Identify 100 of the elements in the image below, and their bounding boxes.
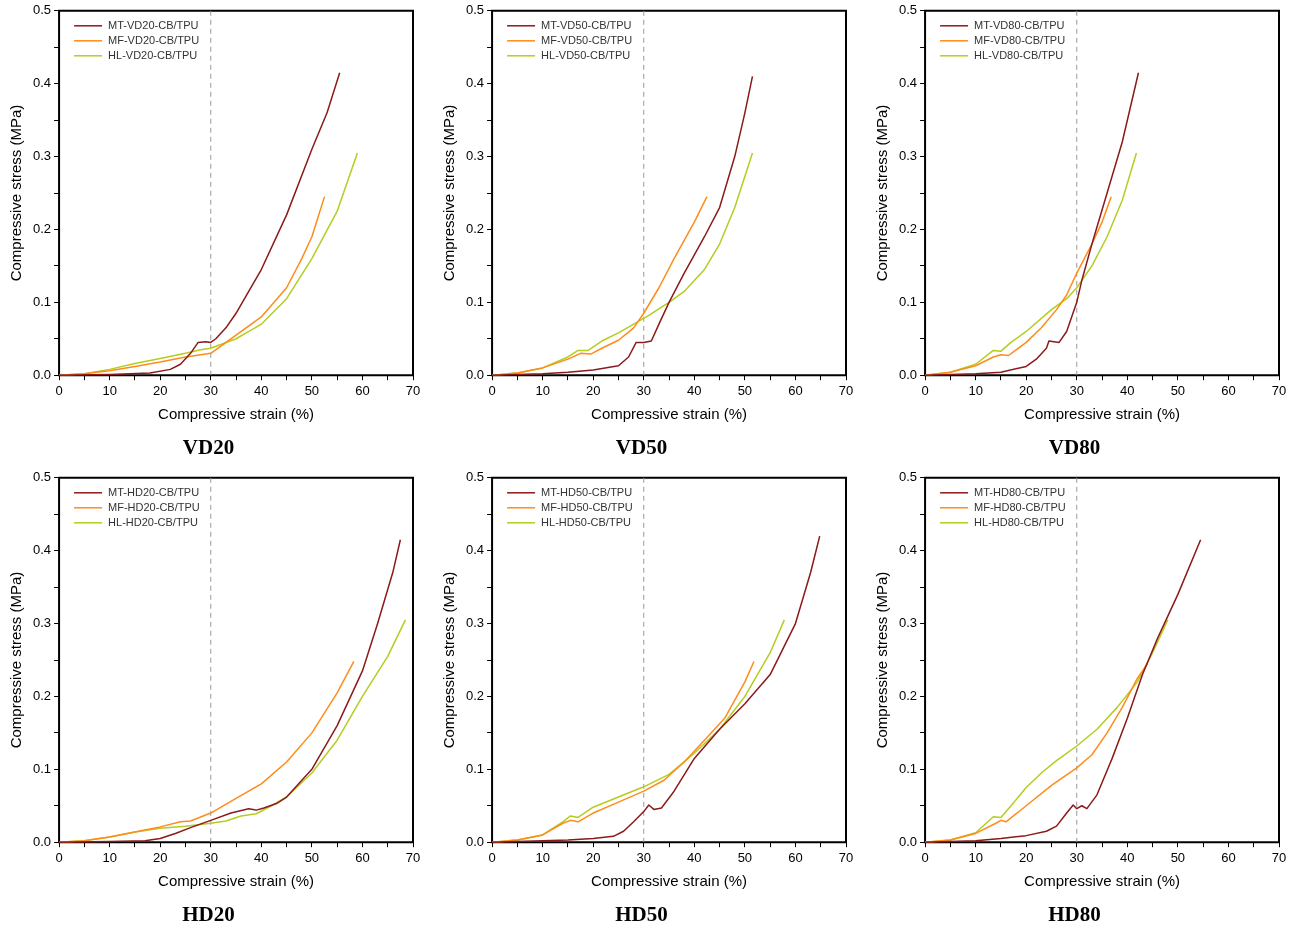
x-axis-title: Compressive strain (%) [591, 871, 747, 889]
y-tick-label: 0.3 [32, 148, 52, 164]
x-tick-label: 60 [355, 382, 370, 398]
x-tick-label: 40 [1120, 849, 1135, 865]
x-tick-label: 20 [1018, 849, 1034, 865]
y-tick-label: 0.2 [898, 688, 918, 704]
y-axis-title: Compressive stress (MPa) [440, 104, 458, 282]
x-tick-label: 60 [1221, 382, 1236, 398]
legend-label: MF-HD20-CB/TPU [108, 500, 200, 513]
x-tick-label: 60 [1221, 849, 1236, 865]
text: HD50 [615, 901, 668, 926]
x-tick-label: 60 [788, 382, 803, 398]
x-tick-label: 30 [1069, 382, 1084, 398]
y-tick-label: 0.3 [465, 615, 485, 631]
y-axis-title: Compressive stress (MPa) [873, 104, 891, 282]
y-tick-label: 0.3 [898, 615, 918, 631]
y-tick-label: 0.5 [32, 469, 52, 485]
x-tick-label: 20 [1018, 382, 1034, 398]
y-tick-label: 0.2 [465, 688, 485, 704]
y-tick-label: 0.5 [898, 469, 918, 485]
y-tick-label: 0.5 [465, 2, 485, 18]
text: VD50 [615, 434, 668, 459]
x-tick-label: 60 [788, 849, 803, 865]
x-tick-label: 10 [102, 849, 117, 865]
x-tick-label: 60 [355, 849, 370, 865]
legend-label: MT-VD20-CB/TPU [108, 18, 199, 31]
y-tick-label: 0.0 [465, 366, 485, 382]
x-tick-label: 30 [203, 849, 218, 865]
x-tick-label: 20 [152, 849, 168, 865]
text: VD80 [1048, 434, 1101, 459]
legend-label: MT-HD50-CB/TPU [541, 485, 633, 498]
legend-label: HL-VD80-CB/TPU [974, 48, 1064, 61]
x-tick-label: 30 [1069, 849, 1084, 865]
x-tick-label: 10 [968, 382, 983, 398]
y-tick-label: 0.4 [898, 542, 918, 558]
y-tick-label: 0.1 [898, 760, 918, 776]
legend-label: MT-HD20-CB/TPU [108, 485, 200, 498]
x-tick-label: 70 [1271, 849, 1287, 865]
x-tick-label: 70 [405, 849, 421, 865]
legend-label: HL-HD80-CB/TPU [974, 515, 1064, 528]
y-tick-label: 0.5 [898, 2, 918, 18]
x-tick-label: 50 [1170, 849, 1186, 865]
y-axis-title: Compressive stress (MPa) [440, 571, 458, 749]
x-tick-label: 50 [1170, 382, 1186, 398]
legend-label: MF-HD80-CB/TPU [974, 500, 1066, 513]
legend-label: MF-HD50-CB/TPU [541, 500, 633, 513]
y-tick-label: 0.0 [898, 833, 918, 849]
y-tick-label: 0.1 [32, 760, 52, 776]
legend-label: MT-VD80-CB/TPU [974, 18, 1065, 31]
x-tick-label: 30 [636, 382, 651, 398]
legend-label: MT-VD50-CB/TPU [541, 18, 632, 31]
y-tick-label: 0.0 [32, 366, 52, 382]
x-tick-label: 70 [405, 382, 421, 398]
legend-label: HL-HD20-CB/TPU [108, 515, 198, 528]
y-tick-label: 0.5 [32, 2, 52, 18]
y-tick-label: 0.2 [465, 221, 485, 237]
x-axis-title: Compressive strain (%) [158, 404, 314, 422]
x-tick-label: 30 [636, 849, 651, 865]
x-axis-title: Compressive strain (%) [158, 871, 314, 889]
y-tick-label: 0.1 [898, 293, 918, 309]
x-tick-label: 50 [737, 849, 753, 865]
legend-label: MF-VD20-CB/TPU [108, 33, 200, 46]
x-tick-label: 40 [1120, 382, 1135, 398]
legend-label: MF-VD80-CB/TPU [974, 33, 1066, 46]
y-tick-label: 0.1 [32, 293, 52, 309]
y-tick-label: 0.1 [465, 293, 485, 309]
y-tick-label: 0.0 [898, 366, 918, 382]
x-tick-label: 0 [55, 849, 63, 865]
legend-label: MF-VD50-CB/TPU [541, 33, 633, 46]
y-tick-label: 0.3 [465, 148, 485, 164]
y-tick-label: 0.0 [465, 833, 485, 849]
x-tick-label: 40 [687, 849, 702, 865]
legend-label: HL-VD50-CB/TPU [541, 48, 631, 61]
x-tick-label: 50 [737, 382, 753, 398]
x-tick-label: 0 [488, 849, 496, 865]
x-tick-label: 20 [585, 382, 601, 398]
y-tick-label: 0.4 [465, 542, 485, 558]
y-tick-label: 0.4 [32, 542, 52, 558]
x-tick-label: 70 [1271, 382, 1287, 398]
y-tick-label: 0.4 [898, 75, 918, 91]
x-tick-label: 10 [535, 382, 550, 398]
x-tick-label: 40 [254, 849, 269, 865]
y-tick-label: 0.3 [898, 148, 918, 164]
x-tick-label: 0 [488, 382, 496, 398]
x-tick-label: 0 [921, 382, 929, 398]
y-tick-label: 0.4 [465, 75, 485, 91]
text: VD20 [182, 434, 235, 459]
y-tick-label: 0.0 [32, 833, 52, 849]
y-tick-label: 0.2 [32, 688, 52, 704]
y-axis-title: Compressive stress (MPa) [873, 571, 891, 749]
y-tick-label: 0.4 [32, 75, 52, 91]
x-tick-label: 20 [152, 382, 168, 398]
text: HD20 [182, 901, 235, 926]
x-tick-label: 40 [254, 382, 269, 398]
x-tick-label: 10 [535, 849, 550, 865]
y-tick-label: 0.2 [32, 221, 52, 237]
x-tick-label: 50 [304, 382, 320, 398]
x-tick-label: 70 [838, 849, 854, 865]
x-tick-label: 0 [55, 382, 63, 398]
x-tick-label: 40 [687, 382, 702, 398]
